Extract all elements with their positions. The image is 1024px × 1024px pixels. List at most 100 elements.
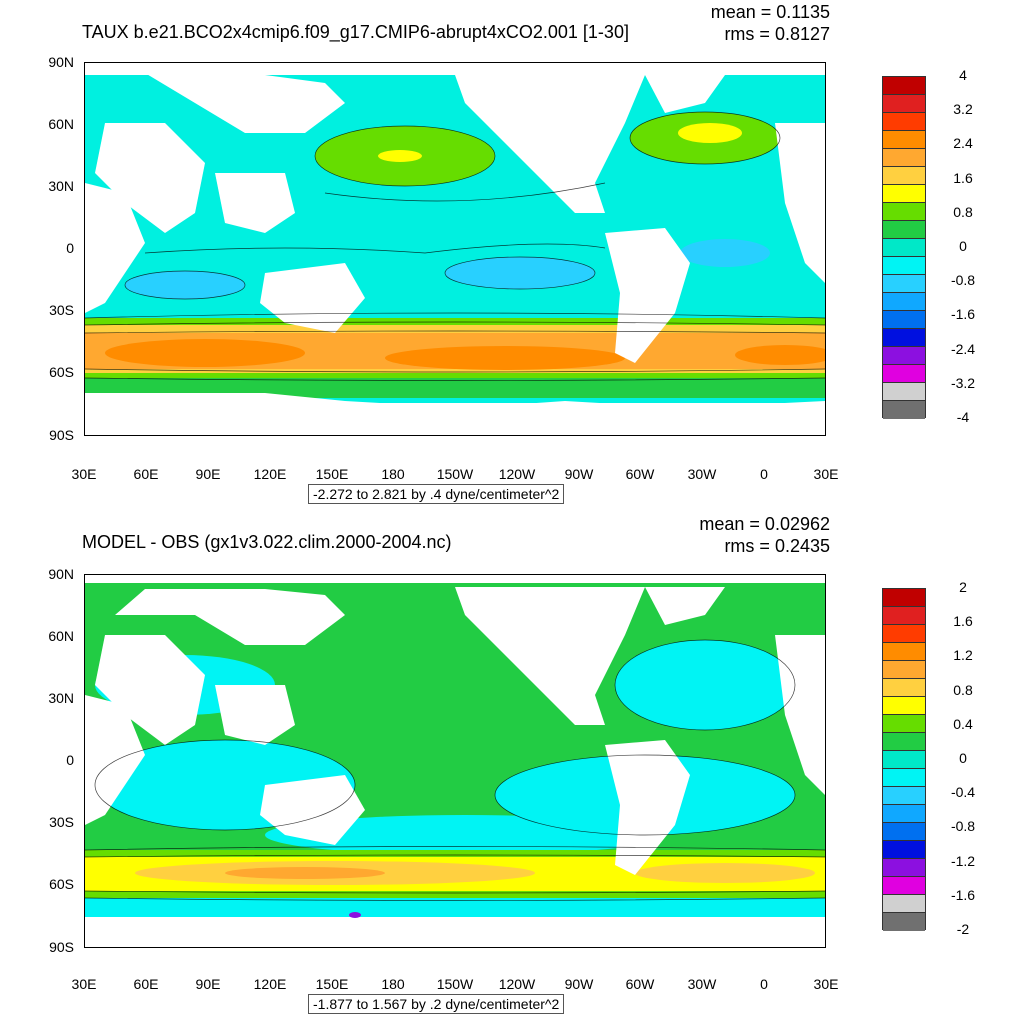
colorbar-swatch [883,751,925,769]
model-minus-obs-panel: MODEL - OBS (gx1v3.022.clim.2000-2004.nc… [0,512,1024,1024]
colorbar-swatch [883,113,925,131]
colorbar-swatch [883,895,925,913]
colorbar-swatch [883,95,925,113]
colorbar-swatch [883,841,925,859]
mean-stat: mean = 0.02962 [699,514,830,534]
lat-label-90s: 90S [49,427,74,443]
lon-label: 30W [687,466,717,482]
lat-label-30n: 30N [48,178,74,194]
lon-label: 90E [195,976,221,992]
colorbar-swatch [883,913,925,931]
lon-label: 90W [564,976,594,992]
lon-label: 90W [564,466,594,482]
colorbar-label: 3.2 [953,101,973,118]
rms-stat: rms = 0.8127 [724,24,830,44]
lat-label-90n: 90N [48,566,74,582]
colorbar-swatch [883,625,925,643]
colorbar-label: -1.6 [950,886,976,903]
colorbar-swatch [883,715,925,733]
colorbar-swatch [883,877,925,895]
colorbar-swatch [883,679,925,697]
lat-label-30s: 30S [49,302,74,318]
colorbar-swatch [883,805,925,823]
lon-label: 30E [71,466,97,482]
lon-label: 150E [315,976,349,992]
lon-label: 150W [436,976,474,992]
lat-label-60s: 60S [49,876,74,892]
lon-label: 0 [760,466,768,482]
colorbar-swatch [883,203,925,221]
colorbar-label: 2.4 [953,135,973,152]
colorbar-label: -3.2 [950,374,976,391]
colorbar-label: -0.8 [950,272,976,289]
lat-label-60n: 60N [48,628,74,644]
lat-label-30s: 30S [49,814,74,830]
taux-panel: TAUX b.e21.BCO2x4cmip6.f09_g17.CMIP6-abr… [48,2,976,504]
lon-label: 30E [71,976,97,992]
lon-label: 150E [315,466,349,482]
colorbar-label: 2 [959,579,967,595]
colorbar-label: 0 [959,238,967,254]
colorbar-label: 0.4 [953,715,973,732]
lon-label: 60W [625,976,655,992]
lon-label: 180 [381,976,405,992]
colorbar-swatch [883,607,925,625]
colorbar-swatch [883,149,925,167]
lon-label: 180 [381,466,405,482]
colorbar-label: 0.8 [953,203,973,220]
contour-map-graphic [85,575,825,947]
colorbar-label: 4 [959,67,967,83]
colorbar-swatch [883,859,925,877]
colorbar-swatch [883,293,925,311]
colorbar-swatch [883,329,925,347]
colorbar-label: -1.2 [950,852,976,869]
lat-label-30n: 30N [48,690,74,706]
lat-label-0: 0 [66,240,74,256]
colorbar-swatch [883,365,925,383]
world-map [84,574,826,948]
lon-label: 150W [436,466,474,482]
colorbar-swatch [883,769,925,787]
colorbar-label: -2.4 [950,340,976,357]
lon-label: 0 [760,976,768,992]
colorbar-swatch [883,275,925,293]
lon-label: 120E [253,466,287,482]
colorbar-label: 1.6 [953,169,973,186]
colorbar-label: -0.4 [950,784,976,801]
lon-label: 60W [625,466,655,482]
colorbar-swatch [883,733,925,751]
lon-label: 30E [813,466,839,482]
world-map [84,62,826,436]
lat-label-60s: 60S [49,364,74,380]
lat-label-60n: 60N [48,116,74,132]
colorbar [882,76,926,419]
colorbar-swatch [883,311,925,329]
contour-range-text: -2.272 to 2.821 by .4 dyne/centimeter^2 [308,484,565,504]
colorbar-swatch [883,131,925,149]
colorbar-label: -0.8 [950,818,976,835]
colorbar-label: -2 [956,921,970,937]
lon-label: 90E [195,466,221,482]
colorbar-swatch [883,221,925,239]
colorbar-label: 1.6 [953,613,973,630]
colorbar-swatch [883,643,925,661]
colorbar [882,588,926,931]
lon-label: 30W [687,976,717,992]
colorbar-label: 1.2 [953,647,973,664]
colorbar-swatch [883,661,925,679]
lat-label-0: 0 [66,752,74,768]
lon-label: 120W [498,466,536,482]
colorbar-swatch [883,823,925,841]
colorbar-swatch [883,185,925,203]
rms-stat: rms = 0.2435 [724,536,830,556]
colorbar-swatch [883,239,925,257]
colorbar-swatch [883,257,925,275]
panel-title: MODEL - OBS (gx1v3.022.clim.2000-2004.nc… [82,532,452,552]
colorbar-swatch [883,383,925,401]
colorbar-label: 0 [959,750,967,766]
colorbar-swatch [883,347,925,365]
contour-map-graphic [85,63,825,435]
colorbar-swatch [883,167,925,185]
mean-stat: mean = 0.1135 [710,2,830,22]
colorbar-swatch [883,697,925,715]
